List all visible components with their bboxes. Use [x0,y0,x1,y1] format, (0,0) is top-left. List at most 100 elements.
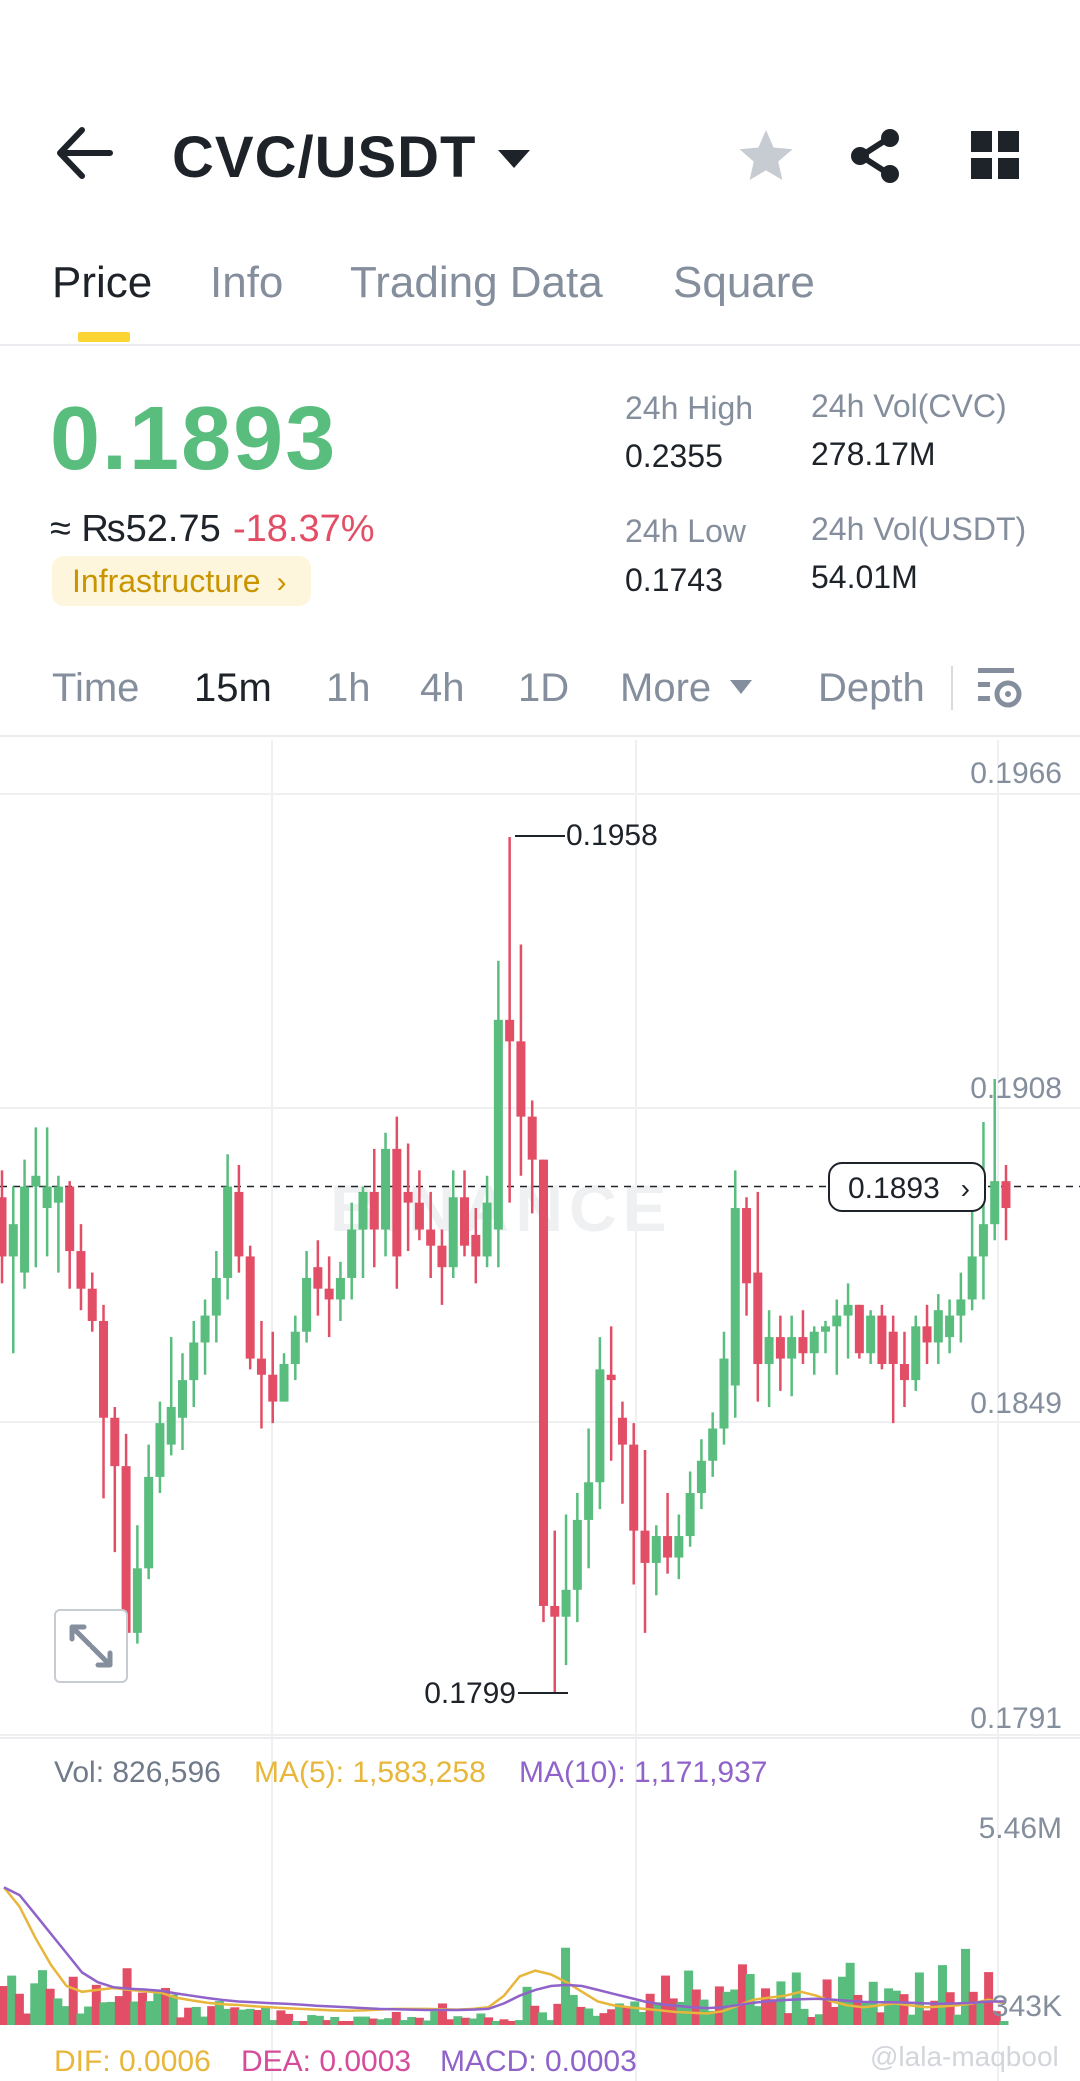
active-tab-indicator [78,332,130,342]
candle-body [967,1256,977,1300]
macd-label: MACD: 0.0003 [440,2045,637,2078]
volume-bar [891,1990,901,2025]
caret-down-icon[interactable] [728,678,754,696]
volume-bar [37,1970,47,2025]
depth-tab[interactable]: Depth [818,666,925,710]
candles [0,837,1011,1692]
tab-price[interactable]: Price [52,258,153,307]
candle-body [121,1466,131,1633]
candle-body [42,1186,52,1209]
volume-bar [22,2013,32,2025]
volume-bar [561,1947,571,2025]
candle-body [527,1116,537,1160]
candle-body [505,1019,515,1042]
volume-bar [130,2001,140,2025]
category-tag[interactable]: Infrastructure › [52,556,311,606]
candle-body [651,1536,661,1563]
current-price-value: 0.1893 [848,1172,940,1205]
candlestick-chart[interactable]: 0.1966 0.1908 0.1849 0.1791 0.1958 0.179… [0,740,1080,2081]
interval-time[interactable]: Time [52,666,140,710]
volume-bar [168,1994,178,2025]
tab-info[interactable]: Info [210,258,284,307]
candle-body [538,1159,548,1606]
candle-body [155,1423,165,1477]
interval-1h[interactable]: 1h [326,666,371,710]
volume-bar [145,2001,155,2025]
volume-bar [553,2003,563,2025]
volume-bar [322,2020,332,2025]
volume-bars [0,1947,1009,2025]
candle-body [493,1019,503,1230]
volume-bar [376,2019,386,2025]
volume-bar [714,1986,724,2025]
candle-body [617,1417,627,1445]
volume-bar [845,1962,855,2025]
candle-body [933,1310,943,1343]
volume-bar [968,1991,978,2025]
interval-1d[interactable]: 1D [518,666,570,710]
grid-icon[interactable] [970,130,1020,180]
tab-trading-data[interactable]: Trading Data [350,258,603,307]
volume-bar [953,2014,963,2025]
candle-body [369,1191,379,1230]
volume-bar [107,2001,117,2025]
interval-15m[interactable]: 15m [194,666,272,710]
candle-body [200,1315,210,1343]
candle-body [482,1202,492,1257]
interval-4h[interactable]: 4h [420,666,465,710]
volume-bar [268,2020,278,2025]
star-icon[interactable] [736,126,796,186]
candle-body [742,1208,752,1284]
volume-bar [284,2013,294,2025]
current-price-label[interactable]: 0.1893 › [828,1162,986,1212]
volume-bar [622,2007,632,2025]
candle-body [166,1406,176,1445]
volume-bar [576,2006,586,2025]
interval-more[interactable]: More [620,666,712,710]
chart-settings-icon[interactable] [974,660,1026,712]
caret-down-icon[interactable] [494,144,534,174]
volume-y-tick: 343K [992,1990,1062,2023]
candle-body [663,1536,673,1558]
candle-body [144,1476,154,1569]
volume-bar [353,2016,363,2025]
volume-bar [930,2000,940,2025]
candle-body [877,1315,887,1364]
candle-body [460,1197,470,1246]
share-icon[interactable] [846,126,906,186]
candle-body [392,1148,402,1257]
volume-bar [614,2003,624,2025]
candle-body [854,1304,864,1354]
pair-title[interactable]: CVC/USDT [172,125,477,190]
candle-body [132,1568,142,1633]
volume-bar [122,1968,132,2025]
volume-bar [945,1992,955,2025]
candle-body [358,1191,368,1230]
volume-bar [176,2017,186,2025]
y-tick-label: 0.1908 [970,1072,1062,1105]
divider [951,666,953,710]
candle-body [53,1186,63,1203]
volume-bar [591,2015,601,2025]
chevron-right-icon: › [276,566,287,599]
expand-icon[interactable] [54,1609,128,1683]
volume-bar [884,1988,894,2025]
tab-square[interactable]: Square [673,258,815,307]
back-arrow-icon[interactable] [52,118,118,188]
volume-bar [753,2006,763,2025]
volume-bar [522,1986,532,2025]
volume-bar [199,2016,209,2025]
ma5-label: MA(5): 1,583,258 [254,1756,486,1789]
volume-bar [76,2013,86,2025]
volume-bar [961,1948,971,2025]
volume-bar [853,1994,863,2025]
ma10-label: MA(10): 1,171,937 [519,1756,768,1789]
volume-bar [999,2021,1009,2025]
volume-bar [914,1972,924,2025]
candle-body [279,1363,289,1402]
volume-bar [14,1993,24,2025]
candle-body [832,1315,842,1327]
candle-body [335,1277,345,1300]
volume-bar [399,2020,409,2025]
candle-body [403,1191,413,1203]
